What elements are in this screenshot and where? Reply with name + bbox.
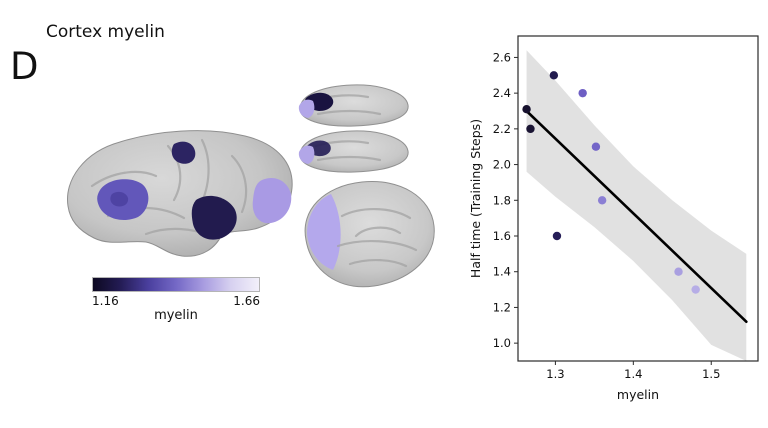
trend-line — [525, 109, 748, 324]
scatter-point — [522, 105, 531, 114]
scatter-point — [578, 88, 587, 98]
scatter-point — [552, 231, 562, 241]
scatter-point — [674, 267, 683, 276]
scatter-point — [597, 196, 607, 205]
y-tick-label: 2.6 — [493, 50, 511, 64]
sulcus-line — [336, 239, 418, 252]
y-tick-label: 2.0 — [493, 158, 511, 172]
confidence-band — [526, 50, 747, 362]
sulcus-line — [166, 144, 182, 202]
y-tick-label: 1.0 — [493, 336, 511, 350]
colorbar-min-label: 1.16 — [92, 294, 119, 308]
medial-surface — [304, 180, 435, 288]
colorbar-ticks: 1.16 1.66 — [92, 294, 260, 308]
myelin-region-occipital — [252, 177, 292, 224]
myelin-region-dorsal-light — [298, 99, 315, 118]
corpus-callosum-line — [354, 226, 402, 238]
colorbar: 1.16 1.66 myelin — [92, 277, 260, 323]
brain-lateral-view — [67, 130, 293, 257]
brain-surface-maps — [67, 84, 435, 288]
plot-frame — [517, 35, 759, 362]
x-axis-label: myelin — [617, 387, 659, 402]
sulcus-line — [316, 109, 382, 116]
y-tick-label: 1.6 — [493, 229, 511, 243]
sulcus-line — [230, 154, 248, 214]
sulcus-line — [90, 170, 158, 188]
colorbar-axis-label: myelin — [154, 308, 198, 323]
scatter-plot: 1.0 1.2 1.4 1.6 1.8 2.0 2.2 2.4 2.6 1.3 1.4 1.5 myel… — [468, 35, 759, 402]
x-tick-label: 1.5 — [702, 367, 720, 381]
x-tick-label: 1.4 — [624, 367, 642, 381]
colorbar-max-label: 1.66 — [233, 294, 260, 308]
scatter-point — [691, 285, 700, 294]
sulcus-line — [340, 207, 412, 220]
scatter-point — [591, 142, 601, 151]
y-tick-label: 1.2 — [493, 300, 511, 314]
myelin-region-dorsal2-light — [298, 145, 315, 164]
brain-medial-view — [304, 180, 435, 288]
y-axis-label: Half time (Training Steps) — [468, 119, 483, 278]
scatter-point — [526, 124, 535, 134]
y-tick-label: 2.4 — [493, 86, 511, 100]
y-tick-label: 1.8 — [493, 193, 511, 207]
myelin-region-medial-occipital — [307, 194, 341, 270]
figure-title: Cortex myelin — [46, 22, 165, 42]
y-tick-label: 1.4 — [493, 265, 511, 279]
myelin-region-temporal — [191, 195, 237, 240]
myelin-region-frontal-core — [110, 191, 129, 207]
myelin-region-dorsal — [171, 141, 196, 164]
y-tick-label: 2.2 — [493, 122, 511, 136]
colorbar-gradient — [92, 277, 260, 292]
brain-dorsal-views — [298, 84, 409, 173]
x-tick-label: 1.3 — [546, 367, 564, 381]
sulcus-line — [348, 259, 408, 268]
dorsal-surface-bottom — [299, 130, 409, 173]
sulcus-line — [316, 155, 382, 162]
panel-label: D — [10, 45, 39, 88]
scatter-point — [549, 71, 559, 80]
